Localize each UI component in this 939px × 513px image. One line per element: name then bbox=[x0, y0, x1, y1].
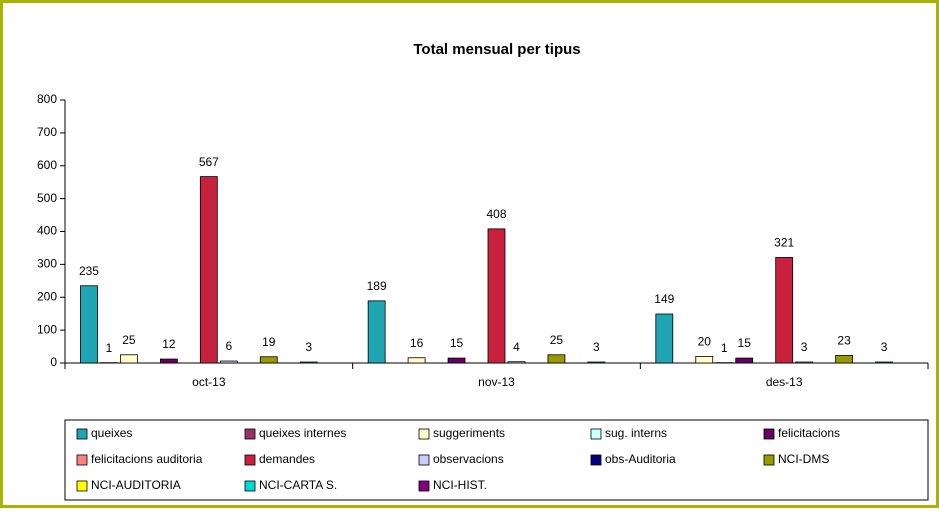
legend-label: NCI-CARTA S. bbox=[259, 478, 337, 492]
bar bbox=[260, 357, 277, 363]
data-label: 321 bbox=[774, 236, 794, 250]
legend-swatch bbox=[591, 429, 601, 439]
legend-swatch bbox=[419, 481, 429, 491]
x-tick-label: des-13 bbox=[766, 375, 803, 389]
legend-label: NCI-AUDITORIA bbox=[91, 478, 181, 492]
legend-label: observacions bbox=[433, 452, 504, 466]
data-label: 25 bbox=[122, 333, 136, 347]
bar bbox=[656, 314, 673, 363]
y-tick-label: 500 bbox=[37, 191, 57, 205]
legend-label: queixes bbox=[91, 426, 132, 440]
chart-title: Total mensual per tipus bbox=[413, 41, 580, 58]
legend-swatch bbox=[764, 455, 774, 465]
data-label: 19 bbox=[262, 335, 276, 349]
bar bbox=[448, 358, 465, 363]
legend-label: NCI-HIST. bbox=[433, 478, 487, 492]
legend-swatch bbox=[419, 455, 429, 465]
legend-label: obs-Auditoria bbox=[605, 452, 676, 466]
data-label: 149 bbox=[654, 292, 674, 306]
y-tick-label: 0 bbox=[50, 355, 57, 369]
y-tick-label: 200 bbox=[37, 289, 57, 303]
legend-swatch bbox=[77, 429, 87, 439]
bar bbox=[368, 301, 385, 363]
legend-swatch bbox=[245, 455, 255, 465]
legend-label: demandes bbox=[259, 452, 315, 466]
bar bbox=[120, 355, 137, 363]
legend-label: sug. interns bbox=[605, 426, 667, 440]
y-tick-label: 300 bbox=[37, 257, 57, 271]
y-tick-label: 700 bbox=[37, 125, 57, 139]
data-label: 235 bbox=[79, 264, 99, 278]
data-label: 12 bbox=[162, 337, 176, 351]
legend-swatch bbox=[245, 481, 255, 491]
y-tick-label: 100 bbox=[37, 322, 57, 336]
legend-swatch bbox=[591, 455, 601, 465]
bar bbox=[588, 362, 605, 363]
data-label: 408 bbox=[486, 207, 506, 221]
bar bbox=[220, 361, 237, 363]
legend-label: felicitacions bbox=[778, 426, 840, 440]
data-label: 3 bbox=[593, 340, 600, 354]
bar bbox=[488, 229, 505, 363]
legend-label: suggeriments bbox=[433, 426, 505, 440]
bar bbox=[836, 355, 853, 363]
x-tick-label: oct-13 bbox=[192, 375, 226, 389]
y-tick-label: 400 bbox=[37, 224, 57, 238]
x-tick-label: nov-13 bbox=[478, 375, 515, 389]
data-label: 25 bbox=[550, 333, 564, 347]
data-label: 189 bbox=[367, 279, 387, 293]
data-label: 3 bbox=[881, 340, 888, 354]
bar bbox=[696, 356, 713, 363]
data-label: 16 bbox=[410, 336, 424, 350]
legend-swatch bbox=[77, 455, 87, 465]
bar bbox=[776, 257, 793, 363]
data-label: 1 bbox=[721, 341, 728, 355]
bar bbox=[508, 362, 525, 363]
bar bbox=[200, 177, 217, 363]
bar bbox=[876, 362, 893, 363]
bar bbox=[80, 286, 97, 363]
data-label: 6 bbox=[225, 339, 232, 353]
data-label: 15 bbox=[738, 336, 752, 350]
legend-swatch bbox=[764, 429, 774, 439]
data-label: 4 bbox=[513, 340, 520, 354]
data-label: 1 bbox=[106, 341, 113, 355]
data-label: 567 bbox=[199, 155, 219, 169]
legend-label: queixes internes bbox=[259, 426, 346, 440]
legend-swatch bbox=[245, 429, 255, 439]
y-tick-label: 800 bbox=[37, 92, 57, 106]
y-tick-label: 600 bbox=[37, 158, 57, 172]
data-label: 3 bbox=[305, 340, 312, 354]
bar bbox=[548, 355, 565, 363]
legend-swatch bbox=[419, 429, 429, 439]
data-label: 15 bbox=[450, 336, 464, 350]
bar bbox=[408, 358, 425, 363]
bar bbox=[300, 362, 317, 363]
data-label: 3 bbox=[801, 340, 808, 354]
bar bbox=[796, 362, 813, 363]
data-label: 23 bbox=[837, 334, 851, 348]
bar bbox=[736, 358, 753, 363]
bar bbox=[160, 359, 177, 363]
legend-swatch bbox=[77, 481, 87, 491]
legend-label: NCI-DMS bbox=[778, 452, 829, 466]
data-label: 20 bbox=[698, 335, 712, 349]
legend-label: felicitacions auditoria bbox=[91, 452, 203, 466]
